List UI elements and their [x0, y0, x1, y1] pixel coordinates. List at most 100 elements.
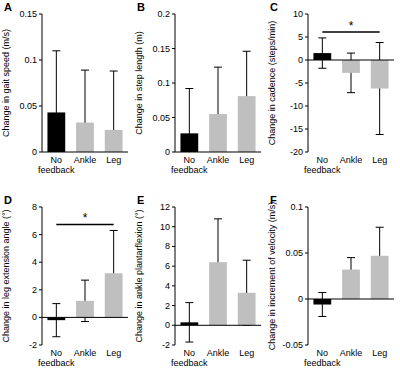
label-line: Leg	[239, 155, 254, 165]
y-tick	[39, 317, 42, 318]
y-tick	[305, 299, 308, 300]
y-tick	[39, 14, 42, 15]
y-axis-label: Change in cadence (steps/min)	[267, 21, 277, 146]
label-line: Leg	[106, 348, 121, 358]
y-tick-label: 4	[32, 257, 37, 267]
y-axis-line	[42, 14, 43, 152]
y-axis-line	[42, 207, 43, 345]
y-axis-label: Change in ankle plantarflexion (°)	[134, 209, 144, 342]
bar	[209, 114, 227, 152]
label-line: No	[184, 348, 196, 358]
y-tick-label: 0.05	[152, 113, 170, 123]
x-tick-label: Leg	[239, 348, 254, 358]
panel: EChange in ankle plantarflexion (°)-2024…	[134, 194, 261, 368]
label-line: feedback	[38, 358, 75, 368]
y-tick-label: -0.05	[282, 340, 303, 350]
y-tick	[39, 234, 42, 235]
bar	[180, 133, 198, 152]
bar	[238, 96, 256, 152]
y-tick	[172, 305, 175, 306]
y-tick	[172, 207, 175, 208]
x-tick-label: Nofeedback	[171, 155, 208, 175]
y-tick-label: 12	[160, 202, 170, 212]
y-tick-label: -5	[295, 78, 303, 88]
x-tick-label: Nofeedback	[171, 348, 208, 368]
y-tick-label: 8	[165, 241, 170, 251]
y-tick	[172, 48, 175, 49]
bar	[342, 270, 360, 299]
y-tick	[39, 152, 42, 153]
y-tick-label: 10	[293, 9, 303, 19]
bar	[76, 301, 94, 318]
y-tick-label: -20	[290, 147, 303, 157]
y-tick-label: 6	[165, 261, 170, 271]
y-tick	[172, 83, 175, 84]
label-line: feedback	[171, 165, 208, 175]
plot-area	[313, 227, 388, 316]
x-tick-label: Leg	[106, 155, 121, 165]
y-tick-label: -15	[290, 124, 303, 134]
y-tick	[172, 117, 175, 118]
label-line: feedback	[38, 165, 75, 175]
y-tick	[172, 266, 175, 267]
y-tick	[39, 262, 42, 263]
bar	[105, 130, 123, 152]
y-tick-label: -2	[29, 340, 37, 350]
error-bar	[318, 293, 326, 317]
y-tick	[39, 60, 42, 61]
y-tick	[305, 207, 308, 208]
y-tick-label: 0	[32, 147, 37, 157]
bar	[209, 262, 227, 325]
y-tick	[172, 345, 175, 346]
y-tick	[39, 289, 42, 290]
y-tick-label: 5	[298, 32, 303, 42]
y-tick-label: 0	[32, 312, 37, 322]
x-axis-line	[42, 152, 128, 153]
label-line: No	[317, 155, 329, 165]
label-line: Ankle	[207, 155, 230, 165]
label-line: No	[51, 348, 63, 358]
x-axis-line	[175, 152, 261, 153]
label-line: feedback	[304, 358, 341, 368]
label-line: Leg	[372, 155, 387, 165]
plot-area	[313, 38, 388, 135]
y-tick	[305, 152, 308, 153]
y-tick-label: 6	[32, 230, 37, 240]
bar	[47, 112, 65, 152]
y-axis-label: Change in step length (m)	[134, 31, 144, 135]
panel: BChange in step length (m)00.050.10.150.…	[134, 1, 261, 178]
y-tick	[39, 106, 42, 107]
plot-area	[180, 219, 255, 342]
y-tick-label: 2	[32, 285, 37, 295]
figure: AChange in gait speed (m/s)00.050.10.15N…	[0, 0, 400, 386]
y-tick-label: 8	[32, 202, 37, 212]
plot-area	[180, 51, 255, 152]
panel-title: D	[4, 194, 12, 206]
panel-title: A	[4, 1, 12, 13]
plot-area	[47, 51, 122, 152]
y-tick-label: -2	[162, 340, 170, 350]
y-tick-label: 0	[298, 55, 303, 65]
label-line: feedback	[171, 358, 208, 368]
x-tick-label: Ankle	[340, 348, 363, 358]
panel: AChange in gait speed (m/s)00.050.10.15N…	[1, 1, 128, 189]
y-tick-label: 10	[160, 222, 170, 232]
y-tick-label: 0	[298, 294, 303, 304]
y-tick	[305, 129, 308, 130]
y-tick	[305, 345, 308, 346]
y-axis-line	[308, 207, 309, 345]
bar	[105, 273, 123, 317]
y-tick-label: 0	[165, 320, 170, 330]
x-tick-label: Ankle	[207, 348, 230, 358]
x-tick-label: Ankle	[74, 348, 97, 358]
label-line: No	[317, 348, 329, 358]
y-tick-label: 0.15	[152, 44, 170, 54]
x-tick-label: Nofeedback	[304, 155, 341, 175]
x-tick-label: Leg	[106, 348, 121, 358]
label-line: feedback	[304, 165, 341, 175]
zero-line	[308, 299, 394, 300]
y-tick	[305, 83, 308, 84]
label-line: Leg	[106, 155, 121, 165]
plot-area	[47, 230, 122, 336]
x-tick-label: Nofeedback	[38, 348, 75, 368]
